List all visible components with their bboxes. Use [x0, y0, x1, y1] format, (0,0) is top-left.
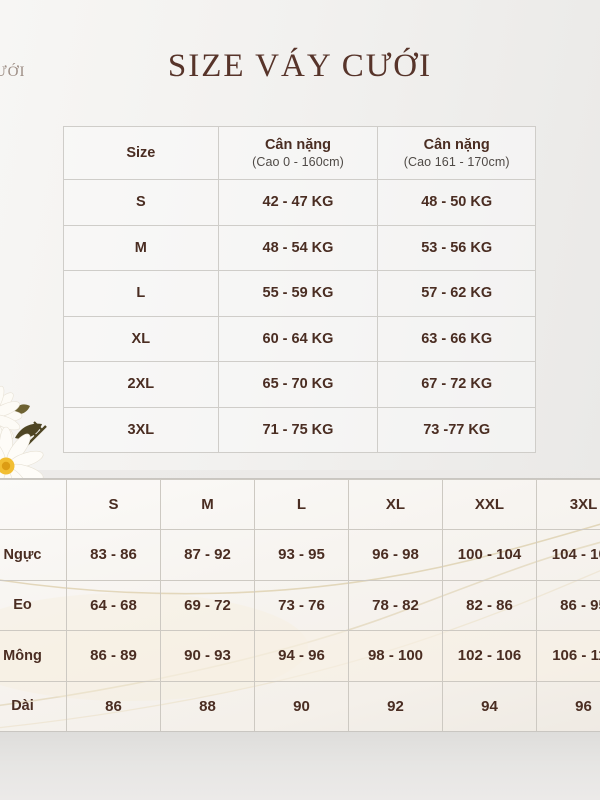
table-row: M 48 - 54 KG 53 - 56 KG	[63, 224, 536, 271]
cell-weight-2: 57 - 62 KG	[377, 270, 536, 317]
header-weight1-sub: (Cao 0 - 160cm)	[252, 154, 344, 169]
cell-hip-xl: 98 - 100	[348, 630, 443, 682]
cell-bust-m: 87 - 92	[160, 529, 255, 581]
cell-weight-1: 48 - 54 KG	[217, 224, 379, 271]
cell-weight-1: 71 - 75 KG	[217, 406, 379, 453]
weight-table: Size Cân nặng (Cao 0 - 160cm) Cân nặng (…	[63, 126, 536, 453]
cell-bust-xxl: 100 - 104	[442, 529, 537, 581]
table-row: 3XL 71 - 75 KG 73 -77 KG	[63, 406, 536, 453]
header-size-label: Size	[126, 144, 156, 161]
cell-waist-s: 64 - 68	[66, 579, 161, 631]
cell-length-s: 86	[66, 680, 161, 731]
table-row: S 42 - 47 KG 48 - 50 KG	[63, 179, 536, 226]
cell-size: XL	[63, 315, 219, 362]
header-cell-weight-1: Cân nặng (Cao 0 - 160cm)	[217, 126, 379, 180]
measurement-table-wrapper: S M L XL XXL 3XL Ngực 83 - 86 87 - 92 93…	[0, 478, 600, 732]
cell-bust-l: 93 - 95	[254, 529, 349, 581]
row-label-length: Dài	[0, 680, 67, 731]
table-header-row: Size Cân nặng (Cao 0 - 160cm) Cân nặng (…	[63, 126, 536, 180]
header-cell-size: Size	[63, 126, 219, 180]
cell-hip-xxl: 102 - 106	[442, 630, 537, 682]
row-label-hip: Mông	[0, 630, 67, 682]
header-cell-size-3xl: 3XL	[536, 479, 600, 530]
bottom-panel	[0, 732, 600, 800]
cell-bust-3xl: 104 - 108	[536, 529, 600, 581]
measurement-table: S M L XL XXL 3XL Ngực 83 - 86 87 - 92 93…	[0, 479, 600, 731]
page-title: SIZE VÁY CƯỚI	[167, 48, 433, 84]
table-header-row: S M L XL XXL 3XL	[0, 479, 600, 530]
cell-hip-3xl: 106 - 110	[536, 630, 600, 682]
cell-weight-1: 42 - 47 KG	[217, 179, 379, 226]
cell-weight-2: 73 -77 KG	[377, 406, 536, 453]
cell-size: M	[63, 224, 219, 271]
cell-hip-s: 86 - 89	[66, 630, 161, 682]
cell-weight-2: 63 - 66 KG	[377, 315, 536, 362]
cell-length-xl: 92	[348, 680, 443, 731]
cell-length-l: 90	[254, 680, 349, 731]
header-cell-size-xl: XL	[348, 479, 443, 530]
header-weight1-main: Cân nặng	[264, 136, 331, 153]
table-row: XL 60 - 64 KG 63 - 66 KG	[63, 315, 536, 362]
cell-waist-m: 69 - 72	[160, 579, 255, 631]
table-row: Mông 86 - 89 90 - 93 94 - 96 98 - 100 10…	[0, 630, 600, 682]
cell-bust-xl: 96 - 98	[348, 529, 443, 581]
cell-weight-1: 65 - 70 KG	[217, 361, 379, 408]
row-label-waist: Eo	[0, 579, 67, 631]
brand-logo: CƯỚI	[0, 64, 26, 80]
weight-table-wrapper: Size Cân nặng (Cao 0 - 160cm) Cân nặng (…	[63, 126, 536, 453]
table-row: L 55 - 59 KG 57 - 62 KG	[63, 270, 536, 317]
header-weight2-sub: (Cao 161 - 170cm)	[403, 154, 510, 169]
cell-hip-m: 90 - 93	[160, 630, 255, 682]
header-cell-size-l: L	[254, 479, 349, 530]
header-cell-corner	[0, 479, 67, 530]
table-row: Eo 64 - 68 69 - 72 73 - 76 78 - 82 82 - …	[0, 579, 600, 631]
cell-weight-2: 67 - 72 KG	[377, 361, 536, 408]
table-row: 2XL 65 - 70 KG 67 - 72 KG	[63, 361, 536, 408]
cell-hip-l: 94 - 96	[254, 630, 349, 682]
cell-length-m: 88	[160, 680, 255, 731]
cell-waist-xl: 78 - 82	[348, 579, 443, 631]
cell-bust-s: 83 - 86	[66, 529, 161, 581]
table-row: Dài 86 88 90 92 94 96	[0, 680, 600, 731]
header-cell-size-s: S	[66, 479, 161, 530]
cell-weight-1: 55 - 59 KG	[217, 270, 379, 317]
cell-weight-1: 60 - 64 KG	[217, 315, 379, 362]
cell-waist-xxl: 82 - 86	[442, 579, 537, 631]
header-cell-size-m: M	[160, 479, 255, 530]
cell-size: S	[63, 179, 219, 226]
cell-waist-l: 73 - 76	[254, 579, 349, 631]
cell-length-3xl: 96	[536, 680, 600, 731]
cell-waist-3xl: 86 - 95	[536, 579, 600, 631]
row-label-bust: Ngực	[0, 529, 67, 581]
table-row: Ngực 83 - 86 87 - 92 93 - 95 96 - 98 100…	[0, 529, 600, 581]
header-cell-weight-2: Cân nặng (Cao 161 - 170cm)	[377, 126, 536, 180]
header-cell-size-xxl: XXL	[442, 479, 537, 530]
cell-size: L	[63, 270, 219, 317]
cell-weight-2: 48 - 50 KG	[377, 179, 536, 226]
header-weight2-main: Cân nặng	[423, 136, 490, 153]
cell-length-xxl: 94	[442, 680, 537, 731]
cell-weight-2: 53 - 56 KG	[377, 224, 536, 271]
